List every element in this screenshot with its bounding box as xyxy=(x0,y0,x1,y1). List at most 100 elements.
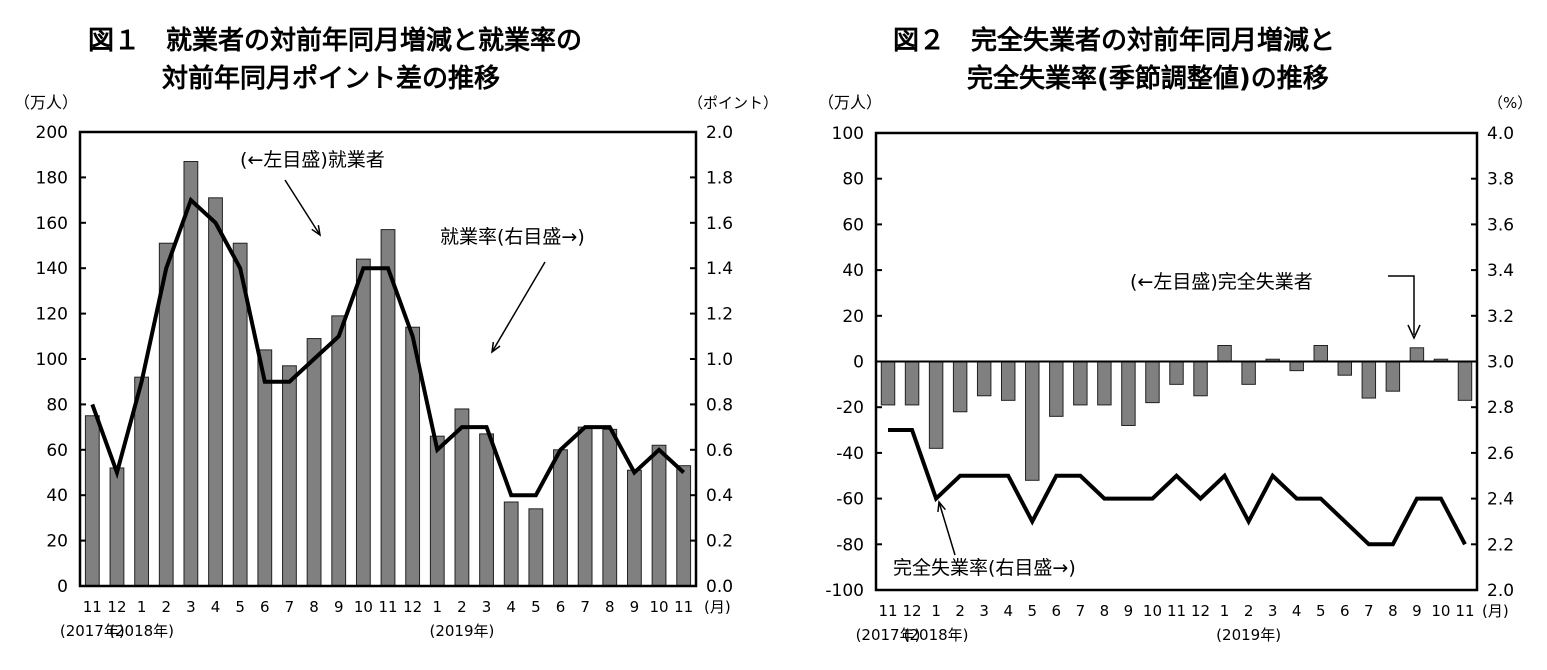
chart1-x-tick-label: 3 xyxy=(186,598,196,616)
chart2-line-series xyxy=(888,428,1467,547)
chart2-right-tick-label: 3.0 xyxy=(1487,353,1514,373)
chart2-bar xyxy=(904,361,920,406)
chart1-x-tick-label: 2 xyxy=(457,598,467,616)
chart2-x-tick-label: 1 xyxy=(931,602,941,620)
chart1-year-label: (2019年) xyxy=(429,622,494,640)
chart2-x-tick-label: 8 xyxy=(1100,602,1110,620)
chart1-year-label: (2018年) xyxy=(109,622,174,640)
chart1-x-tick-label: 11 xyxy=(378,598,397,616)
chart1-bar xyxy=(454,408,470,587)
chart1-x-tick-label: 4 xyxy=(211,598,221,616)
chart2-bar xyxy=(1145,361,1160,404)
chart1-bar xyxy=(553,449,568,587)
chart2-arrowhead-icon xyxy=(1407,324,1421,340)
chart1-bar xyxy=(257,349,273,587)
chart2-x-tick-label: 1 xyxy=(1220,602,1230,620)
chart1-right-tick-label: 1.0 xyxy=(706,350,733,370)
chart2-bar xyxy=(1121,361,1136,426)
chart1-bar xyxy=(331,315,347,587)
chart2-bar xyxy=(1049,361,1064,417)
chart2-bar xyxy=(1337,361,1353,376)
chart1-x-tick-label: 5 xyxy=(531,598,541,616)
chart1-x-tick-label: 7 xyxy=(580,598,590,616)
chart1-right-tick-label: 0.8 xyxy=(706,395,733,415)
chart2-left-tick-label: 60 xyxy=(842,215,864,235)
chart2-annotation: (←左目盛)完全失業者 xyxy=(1130,271,1313,293)
chart2-x-tick-label: 6 xyxy=(1052,602,1062,620)
chart2-right-tick-label: 3.2 xyxy=(1487,307,1514,327)
chart2-x-tick-label: 9 xyxy=(1124,602,1134,620)
chart2-x-tick-label: 12 xyxy=(1191,602,1210,620)
chart2-left-tick-label: -100 xyxy=(825,581,864,601)
chart2-x-tick-label: 4 xyxy=(1292,602,1302,620)
chart1-annotation-arrow xyxy=(284,179,321,236)
chart1-year-label: (2017年) xyxy=(60,622,125,640)
chart1-x-tick-label: 4 xyxy=(506,598,516,616)
chart2-x-tick-label: 3 xyxy=(1268,602,1278,620)
chart1-right-tick-label: 1.8 xyxy=(706,168,733,188)
chart1-left-tick-label: 80 xyxy=(46,395,68,415)
chart2-bar xyxy=(1193,361,1208,397)
chart1-bar xyxy=(651,444,667,587)
chart2-x-tick-label: 11 xyxy=(1455,602,1474,620)
chart2-x-tick-label: 7 xyxy=(1364,602,1374,620)
chart2-right-tick-label: 2.4 xyxy=(1487,490,1514,510)
chart2-left-tick-label: 80 xyxy=(842,170,864,190)
chart1-right-tick-label: 0.2 xyxy=(706,532,733,552)
chart2-left-axis-label: （万人） xyxy=(818,93,882,112)
chart1-bar xyxy=(109,467,125,587)
chart1-x-tick-label: 8 xyxy=(309,598,319,616)
chart1-x-tick-label: 10 xyxy=(649,598,668,616)
chart2-x-tick-label: 2 xyxy=(955,602,965,620)
chart1-right-axis-label: （ポイント） xyxy=(688,94,778,112)
chart1-left-tick-label: 40 xyxy=(46,486,68,506)
chart2-bar xyxy=(1025,361,1040,481)
chart2-bar xyxy=(1241,361,1256,385)
chart2-x-tick-label: 2 xyxy=(1244,602,1254,620)
chart2-right-tick-label: 2.2 xyxy=(1487,535,1514,555)
chart2-annotation-arrow xyxy=(1388,275,1415,335)
chart2-left-tick-label: 20 xyxy=(842,307,864,327)
chart2-left-tick-label: 0 xyxy=(853,353,864,373)
chart2-x-tick-label: 12 xyxy=(903,602,922,620)
chart2-x-tick-label: 7 xyxy=(1076,602,1086,620)
chart1-left-tick-label: 60 xyxy=(46,441,68,461)
chart1-bar xyxy=(282,365,297,587)
chart1-left-tick-label: 120 xyxy=(36,305,68,325)
chart2-x-tick-label: 4 xyxy=(1003,602,1013,620)
chart1-bar xyxy=(479,433,494,587)
chart1-x-tick-label: 1 xyxy=(137,598,147,616)
chart2-x-tick-label: 5 xyxy=(1027,602,1037,620)
chart1-title-line1: 図１ 就業者の対前年同月増減と就業率の xyxy=(88,26,583,56)
chart1-left-tick-label: 200 xyxy=(36,123,68,143)
chart1-bar xyxy=(602,428,618,587)
chart2-bar xyxy=(1361,361,1377,399)
chart1-left-tick-label: 140 xyxy=(36,259,68,279)
chart1-x-tick-label: 5 xyxy=(235,598,245,616)
chart2-year-label: (2017年) xyxy=(856,626,921,644)
chart2-right-tick-label: 3.6 xyxy=(1487,215,1514,235)
chart2-bar xyxy=(1289,361,1304,372)
chart1-bar xyxy=(306,338,322,587)
chart2-x-tick-label: 9 xyxy=(1412,602,1422,620)
chart2-bar xyxy=(952,361,968,413)
chart1-bar xyxy=(183,161,199,587)
chart1-right-tick-label: 1.4 xyxy=(706,259,733,279)
chart2-right-tick-label: 3.4 xyxy=(1487,261,1514,281)
chart2-x-tick-label: 5 xyxy=(1316,602,1326,620)
chart2-x-tick-label: 8 xyxy=(1388,602,1398,620)
chart1-x-tick-label: 6 xyxy=(260,598,270,616)
chart1-right-tick-label: 1.6 xyxy=(706,214,733,234)
chart1-bar xyxy=(355,258,371,587)
chart1-bar xyxy=(627,469,642,587)
chart1-x-tick-label: 12 xyxy=(107,598,126,616)
chart2-annotation: 完全失業率(右目盛→) xyxy=(893,557,1076,579)
chart1-left-tick-label: 100 xyxy=(36,350,68,370)
chart1-annotation: 就業率(右目盛→) xyxy=(440,226,585,248)
chart1-right-tick-label: 2.0 xyxy=(706,123,733,143)
chart2-arrowhead-icon xyxy=(937,500,946,513)
chart2-bar xyxy=(1169,361,1184,385)
chart1-bar xyxy=(84,415,100,587)
chart2-x-tick-label: 10 xyxy=(1143,602,1162,620)
